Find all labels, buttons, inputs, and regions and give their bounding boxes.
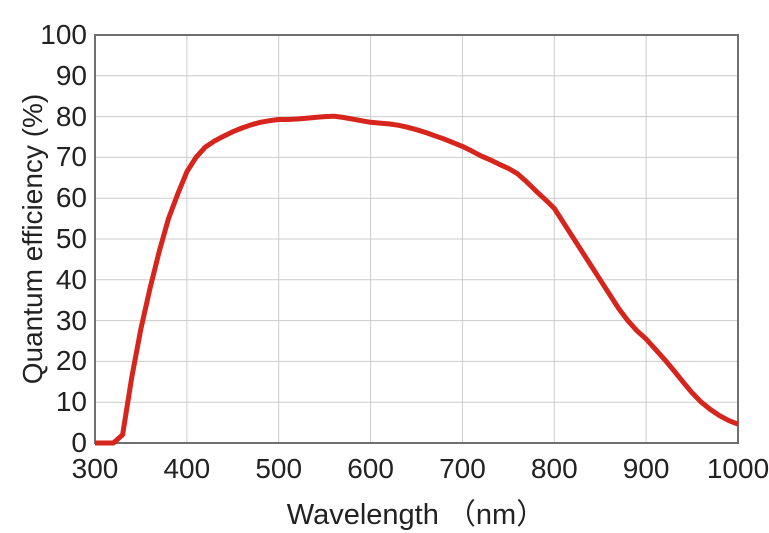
x-tick-label: 500	[255, 453, 303, 484]
y-tick-label: 40	[55, 263, 87, 295]
x-axis-title: Wavelength （nm）	[286, 499, 546, 531]
y-tick-label: 70	[55, 141, 87, 173]
y-tick-label: 90	[55, 59, 87, 91]
x-tick-label: 300	[71, 453, 119, 484]
x-tick-label: 1000	[706, 453, 769, 484]
y-tick-label: 50	[55, 223, 87, 254]
x-tick-label: 800	[530, 453, 578, 484]
x-tick-label: 900	[622, 453, 670, 484]
x-tick-label: 600	[347, 453, 394, 484]
y-axis-title: Quantum efficiency (%)	[17, 93, 48, 385]
x-tick-label: 400	[163, 453, 211, 484]
y-tick-label: 0	[71, 427, 87, 458]
y-tick-label: 20	[55, 345, 87, 377]
y-tick-label: 10	[55, 386, 87, 418]
x-tick-label: 700	[439, 453, 486, 484]
qe-curve	[95, 113, 739, 446]
y-tick-label: 30	[55, 304, 87, 336]
y-tick-label: 60	[55, 182, 87, 214]
plot-border	[94, 34, 739, 444]
y-tick-label: 80	[55, 100, 87, 132]
y-tick-label: 100	[40, 19, 87, 50]
